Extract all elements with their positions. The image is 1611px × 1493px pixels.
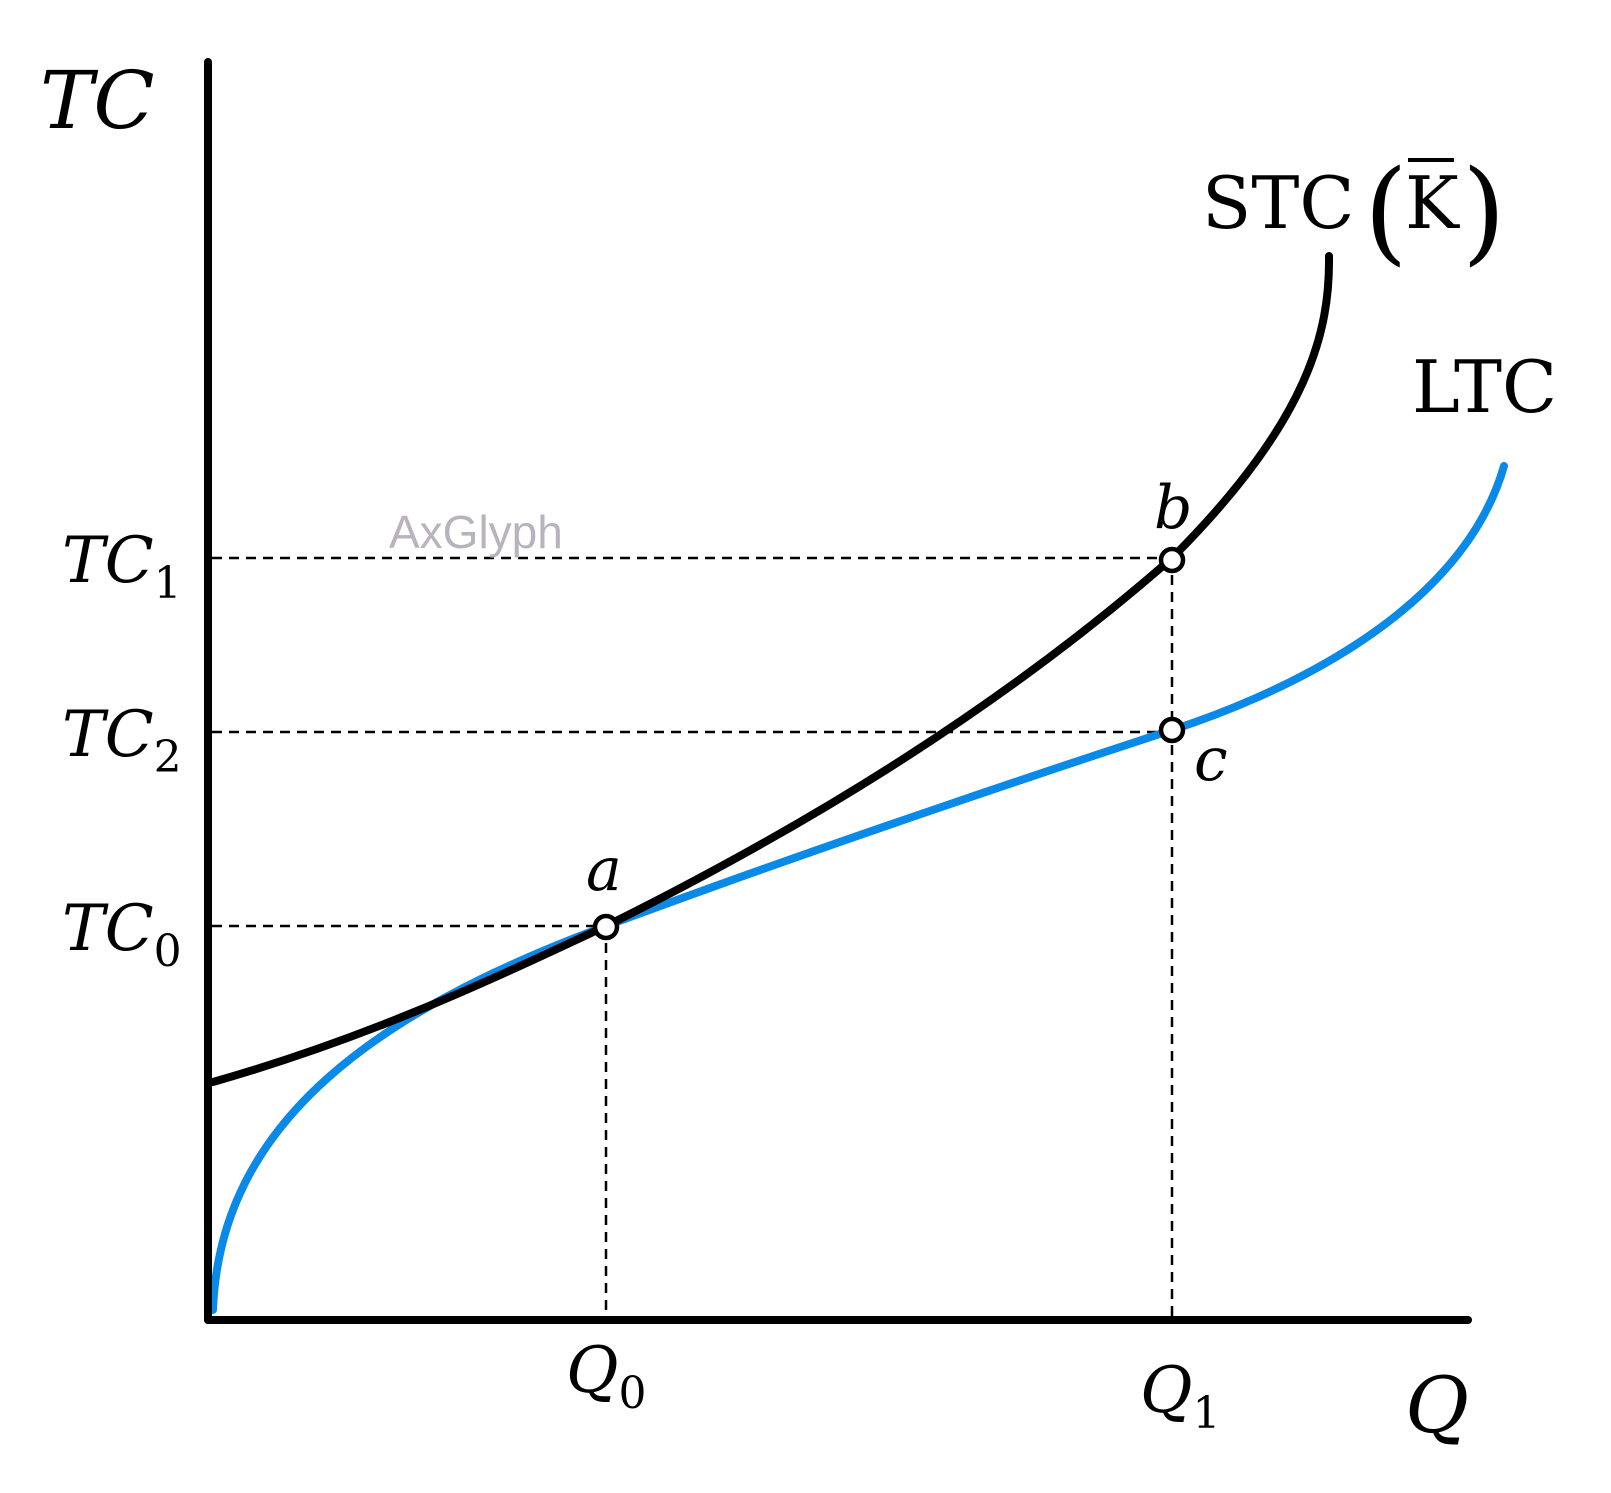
point-b-marker — [1158, 546, 1186, 574]
x-axis-title: Q — [1405, 1361, 1469, 1451]
point-a-label: a — [586, 835, 622, 905]
y-tick-tc0: TC0 — [62, 892, 182, 977]
y-axis-title: TC — [40, 54, 155, 147]
stc-right-paren: ) — [1462, 147, 1506, 277]
x-tick-q1: Q1 — [1140, 1354, 1220, 1439]
stc-curve-label: STC — [1202, 161, 1354, 245]
stc-capital-group: ( K ) — [1364, 147, 1506, 277]
stc-left-paren: ( — [1364, 147, 1408, 277]
point-b-label: b — [1154, 473, 1192, 543]
x-tick-q0: Q0 — [566, 1334, 646, 1419]
point-a-marker — [592, 913, 620, 941]
y-tick-tc1: TC1 — [62, 524, 182, 609]
point-c-marker — [1158, 716, 1186, 744]
axes — [204, 58, 1472, 1324]
guide-lines — [212, 556, 1174, 1318]
watermark: AxGlyph — [389, 506, 563, 558]
ltc-curve-label: LTC — [1412, 345, 1557, 429]
stc-capital-k: K — [1405, 161, 1460, 245]
y-tick-tc2: TC2 — [62, 698, 182, 783]
stc-curve — [209, 252, 1334, 1086]
point-markers — [592, 546, 1186, 941]
ltc-curve — [209, 462, 1508, 1314]
point-c-label: c — [1194, 725, 1228, 795]
